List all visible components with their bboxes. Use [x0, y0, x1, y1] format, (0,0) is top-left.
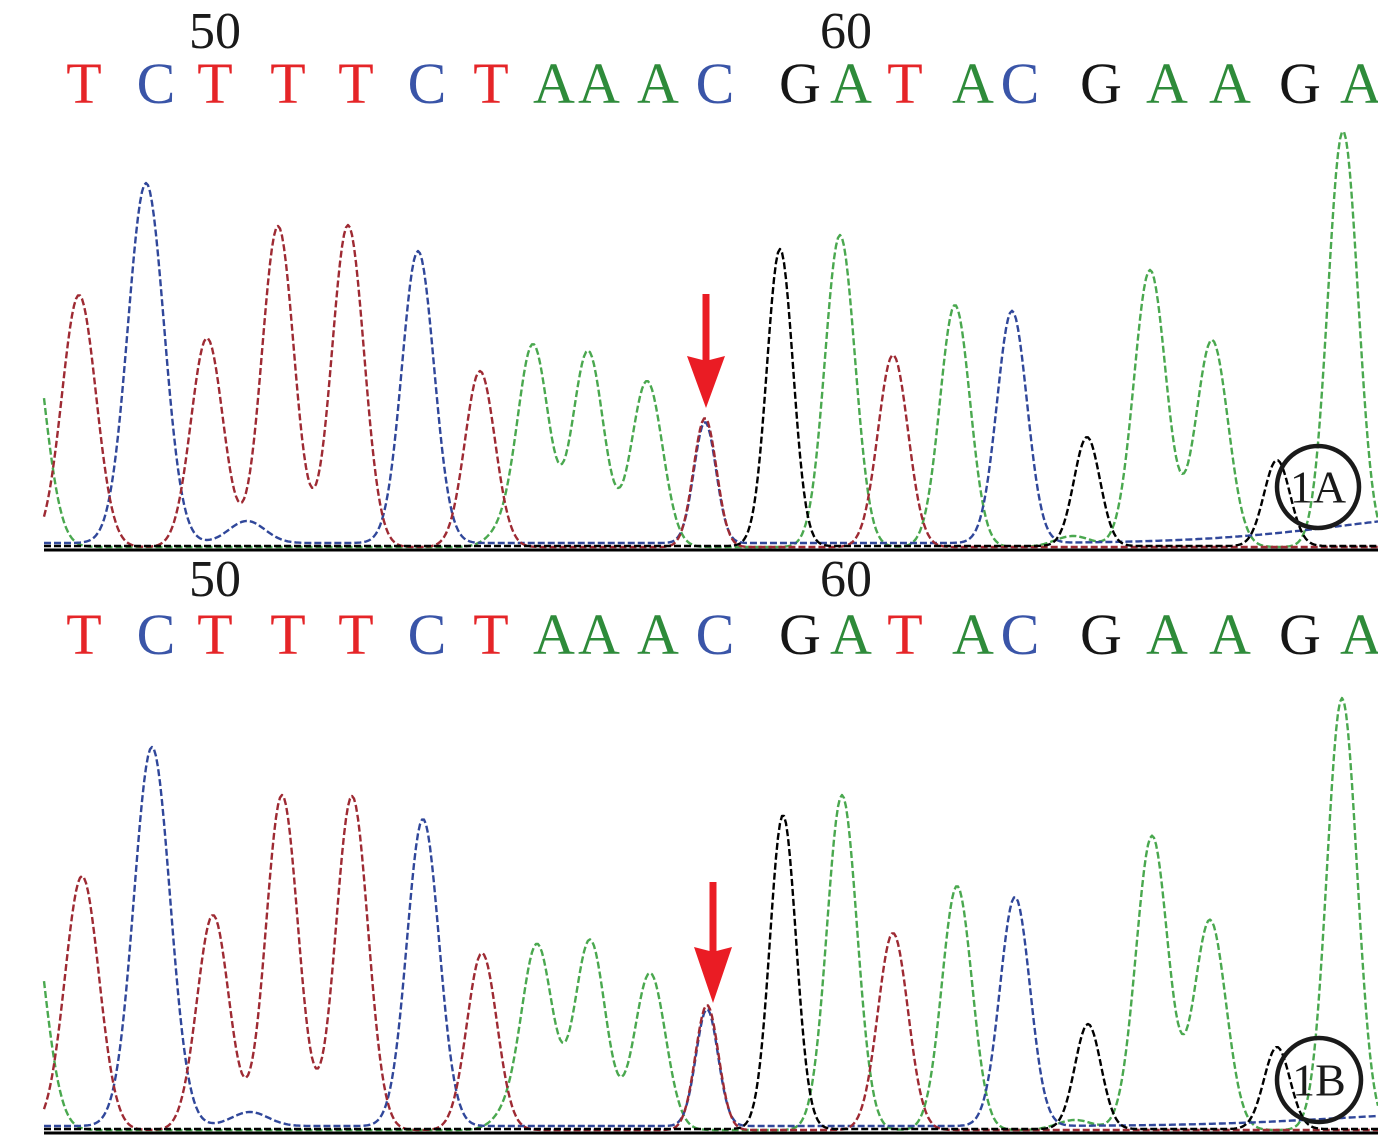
base-call-letter: A — [830, 602, 872, 667]
trace-C — [44, 745, 1378, 1128]
base-call-letter: T — [338, 602, 373, 667]
base-call-letter: A — [1340, 51, 1378, 116]
trace-A — [42, 130, 1378, 549]
base-call-letter: T — [197, 602, 232, 667]
base-call-letter: T — [887, 51, 922, 116]
base-call-letter: A — [637, 51, 679, 116]
base-call-letter: A — [830, 51, 872, 116]
base-call-letter: T — [887, 602, 922, 667]
trace-G — [44, 247, 1378, 548]
base-call-letter: G — [779, 602, 821, 667]
panel-label: 1A — [1290, 462, 1346, 513]
base-call-letter: A — [637, 602, 679, 667]
position-label: 50 — [189, 551, 241, 608]
base-call-letter: T — [197, 51, 232, 116]
base-call-letter: A — [578, 602, 620, 667]
base-call-letter: T — [270, 51, 305, 116]
base-call-letter: C — [696, 51, 735, 116]
base-call-letter: T — [270, 602, 305, 667]
base-call-letter: A — [952, 602, 994, 667]
base-call-letter: A — [1340, 602, 1378, 667]
base-call-letter: A — [1146, 51, 1188, 116]
panel-1B: 50 60T C T T T C T A A A C G A T A C G A A G A1B — [42, 551, 1378, 1135]
base-call-letter: C — [137, 51, 176, 116]
base-call-letter: A — [952, 51, 994, 116]
position-label: 50 — [189, 3, 241, 60]
base-call-letter: C — [696, 602, 735, 667]
base-call-letter: G — [1279, 51, 1321, 116]
panel-label-circle — [1274, 1035, 1364, 1125]
panel-label: 1B — [1292, 1055, 1346, 1106]
mutation-arrow-icon — [687, 294, 725, 408]
base-call-letter: G — [1080, 51, 1122, 116]
panel-1A: 50 60T C T T T C T A A A C G A T A C G A A G A1A — [42, 3, 1378, 552]
trace-C — [44, 181, 1378, 545]
base-call-letter: A — [1209, 51, 1251, 116]
panel-label-circle — [1274, 443, 1362, 531]
position-label: 60 — [820, 551, 872, 608]
base-call-letter: T — [66, 602, 101, 667]
base-call-letter: A — [533, 602, 575, 667]
base-call-letter: G — [1279, 602, 1321, 667]
base-call-letter: A — [578, 51, 620, 116]
base-call-letter: T — [473, 602, 508, 667]
position-label: 60 — [820, 3, 872, 60]
base-call-letter: A — [1146, 602, 1188, 667]
base-call-letter: T — [66, 51, 101, 116]
trace-G — [44, 814, 1378, 1131]
base-call-letter: G — [1080, 602, 1122, 667]
base-call-letter: A — [1209, 602, 1251, 667]
base-call-letter: C — [1001, 602, 1040, 667]
base-call-letter: A — [533, 51, 575, 116]
base-call-letter: T — [473, 51, 508, 116]
mutation-arrow-icon — [694, 882, 732, 1003]
base-call-letter: C — [408, 602, 447, 667]
base-call-letter: C — [1001, 51, 1040, 116]
base-call-letter: C — [137, 602, 176, 667]
base-call-letter: C — [408, 51, 447, 116]
base-call-letter: T — [338, 51, 373, 116]
base-call-letter: G — [779, 51, 821, 116]
